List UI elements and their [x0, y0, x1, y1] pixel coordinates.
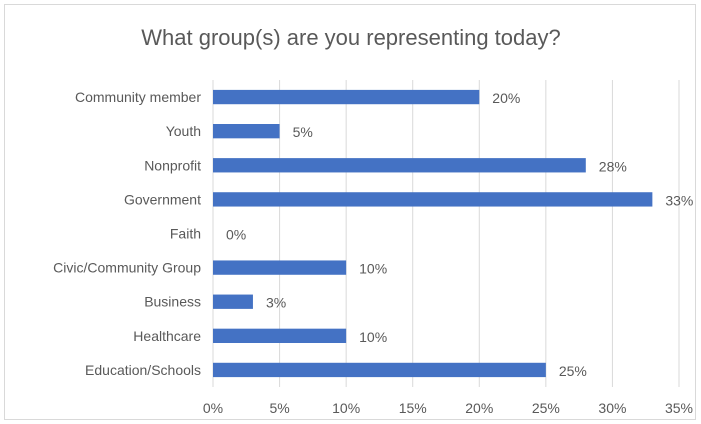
x-tick-label-6: 30% — [598, 400, 626, 416]
data-label-5: 10% — [359, 261, 387, 277]
category-label-2: Nonprofit — [144, 157, 201, 173]
bar-1 — [213, 124, 280, 139]
x-tick-label-4: 20% — [465, 400, 493, 416]
x-tick-label-1: 5% — [269, 400, 289, 416]
bar-6 — [213, 294, 253, 309]
category-label-8: Education/Schools — [85, 362, 201, 378]
bar-2 — [213, 158, 586, 173]
data-label-6: 3% — [266, 295, 286, 311]
data-label-3: 33% — [665, 192, 693, 208]
bar-5 — [213, 260, 347, 275]
x-tick-label-2: 10% — [332, 400, 360, 416]
x-tick-label-3: 15% — [399, 400, 427, 416]
x-tick-label-5: 25% — [532, 400, 560, 416]
data-label-7: 10% — [359, 329, 387, 345]
labels: 0% 5% 10% 15% 20% 25% 30% 35% Community member 20… — [53, 89, 693, 416]
bar-0 — [213, 89, 480, 105]
bar-chart: 0% 5% 10% 15% 20% 25% 30% 35% Community member 20… — [53, 80, 693, 416]
category-label-5: Civic/Community Group — [53, 260, 201, 276]
x-tick-label-0: 0% — [203, 400, 223, 416]
data-label-0: 20% — [492, 90, 520, 106]
category-label-4: Faith — [170, 226, 201, 242]
chart-frame: What group(s) are you representing today… — [4, 4, 696, 420]
x-tick-label-7: 35% — [665, 400, 693, 416]
data-label-1: 5% — [293, 124, 313, 140]
bar-8 — [213, 362, 546, 378]
category-label-3: Government — [124, 191, 201, 207]
data-label-8: 25% — [559, 363, 587, 379]
category-label-7: Healthcare — [133, 328, 201, 344]
bars — [213, 89, 653, 378]
category-label-1: Youth — [166, 123, 201, 139]
category-label-6: Business — [144, 294, 201, 310]
bar-3 — [213, 192, 653, 207]
category-label-0: Community member — [75, 89, 201, 105]
bar-7 — [213, 328, 347, 343]
chart-title: What group(s) are you representing today… — [141, 25, 561, 50]
data-label-4: 0% — [226, 227, 246, 243]
data-label-2: 28% — [599, 158, 627, 174]
